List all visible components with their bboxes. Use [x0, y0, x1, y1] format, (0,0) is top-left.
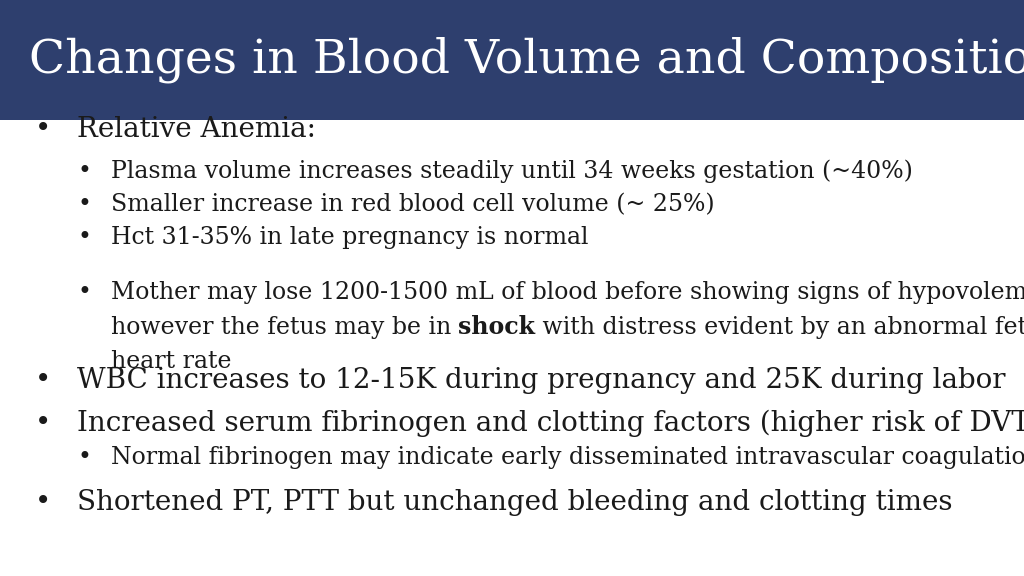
Text: •: • — [35, 116, 51, 143]
Text: •: • — [77, 446, 91, 469]
Text: Hct 31-35% in late pregnancy is normal: Hct 31-35% in late pregnancy is normal — [111, 226, 588, 249]
Text: Smaller increase in red blood cell volume (~ 25%): Smaller increase in red blood cell volum… — [111, 193, 714, 216]
Text: Shortened PT, PTT but unchanged bleeding and clotting times: Shortened PT, PTT but unchanged bleeding… — [77, 489, 952, 516]
Bar — [0, 0, 1024, 120]
Text: •: • — [35, 489, 51, 516]
Text: •: • — [77, 226, 91, 249]
Text: with distress evident by an abnormal fetal: with distress evident by an abnormal fet… — [536, 316, 1024, 339]
Text: •: • — [35, 367, 51, 393]
Text: Relative Anemia:: Relative Anemia: — [77, 116, 315, 143]
Text: however the fetus may be in: however the fetus may be in — [111, 316, 459, 339]
Text: •: • — [35, 410, 51, 437]
Text: Mother may lose 1200-1500 mL of blood before showing signs of hypovolemia: Mother may lose 1200-1500 mL of blood be… — [111, 281, 1024, 304]
Text: WBC increases to 12-15K during pregnancy and 25K during labor: WBC increases to 12-15K during pregnancy… — [77, 367, 1006, 393]
Text: Increased serum fibrinogen and clotting factors (higher risk of DVT): Increased serum fibrinogen and clotting … — [77, 410, 1024, 437]
Text: Normal fibrinogen may indicate early disseminated intravascular coagulation: Normal fibrinogen may indicate early dis… — [111, 446, 1024, 469]
Text: shock: shock — [459, 315, 536, 339]
Text: •: • — [77, 160, 91, 183]
Text: •: • — [77, 281, 91, 304]
Text: Plasma volume increases steadily until 34 weeks gestation (~40%): Plasma volume increases steadily until 3… — [111, 160, 912, 183]
Text: Changes in Blood Volume and Composition:: Changes in Blood Volume and Composition: — [29, 37, 1024, 83]
Text: heart rate: heart rate — [111, 350, 231, 373]
Text: •: • — [77, 193, 91, 216]
